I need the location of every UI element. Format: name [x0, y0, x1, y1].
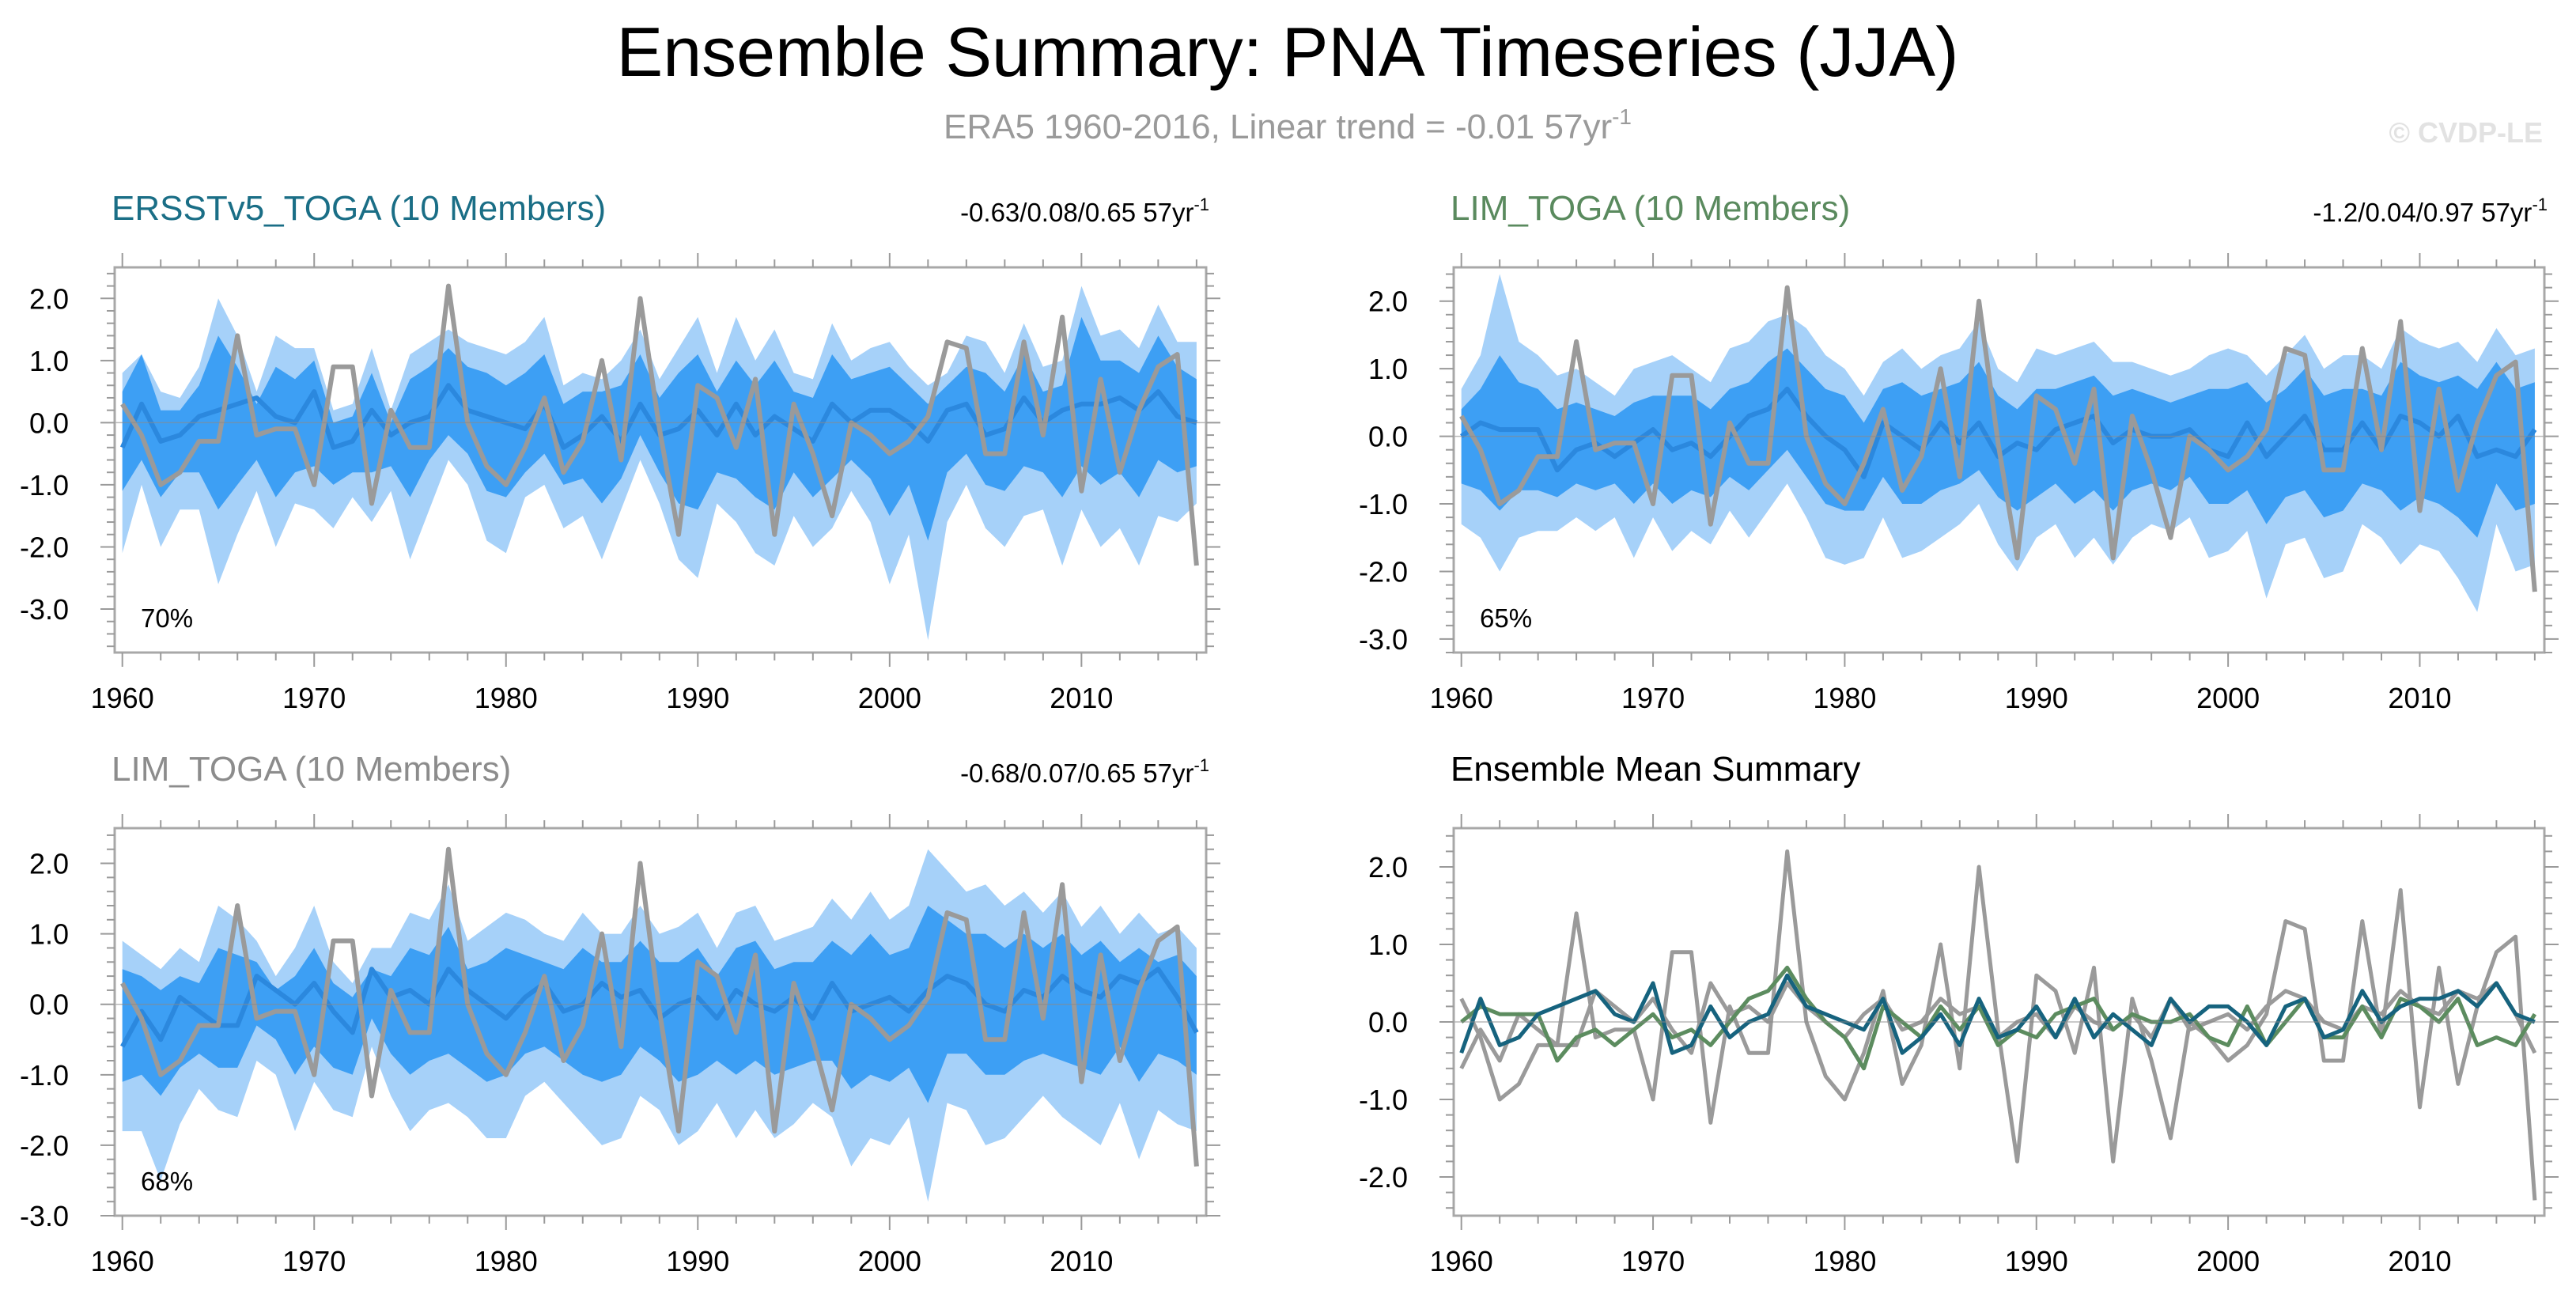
- y-tick-label: 0.0: [1368, 421, 1408, 453]
- y-tick-label: 1.0: [29, 918, 69, 951]
- x-tick-label: 1990: [666, 682, 729, 714]
- x-tick-label: 1970: [282, 1245, 346, 1277]
- y-tick-label: -3.0: [1359, 623, 1408, 656]
- y-tick-label: 2.0: [1368, 286, 1408, 318]
- y-tick-label: -2.0: [1359, 555, 1408, 588]
- figure-subtitle: ERA5 1960-2016, Linear trend = -0.01 57y…: [944, 104, 1632, 146]
- era5-line: [120, 846, 1199, 1167]
- chart-panel-3: LIM_TOGA (10 Members) -0.68/0.07/0.65 57y…: [20, 750, 1220, 1277]
- panel-stats-text: -0.63/0.08/0.65 57yr: [960, 198, 1193, 227]
- era5-line: [120, 283, 1199, 566]
- y-tick-label: 2.0: [29, 282, 69, 315]
- plot-area: [1459, 849, 2537, 1201]
- panel-stats-text: -1.2/0.04/0.97 57yr: [2313, 198, 2532, 227]
- panel-stats: -1.2/0.04/0.97 57yr-1: [2313, 195, 2548, 227]
- y-tick-label: 0.0: [1368, 1006, 1408, 1039]
- x-tick-label: 1990: [2005, 1245, 2068, 1277]
- y-tick-label: 1.0: [29, 345, 69, 377]
- era5-line: [1459, 849, 2537, 1201]
- x-tick-label: 2010: [1050, 682, 1113, 714]
- y-tick-label: -3.0: [20, 1200, 69, 1232]
- panel-stats-sup: -1: [1193, 195, 1209, 214]
- y-tick-label: 0.0: [29, 407, 69, 439]
- panel-title: ERSSTv5_TOGA (10 Members): [112, 189, 606, 228]
- y-tick-label: 0.0: [29, 989, 69, 1021]
- x-tick-label: 2010: [1050, 1245, 1113, 1277]
- plot-area: [120, 846, 1199, 1202]
- x-tick-label: 1970: [1621, 1245, 1685, 1277]
- x-tick-label: 2000: [2196, 1245, 2260, 1277]
- panel-stats: -0.68/0.07/0.65 57yr-1: [960, 755, 1209, 788]
- watermark: © CVDP-LE: [2389, 116, 2543, 149]
- chart-panel-4: Ensemble Mean Summary -2.0 -1.0 0.0 1.0 2.0 19…: [1359, 750, 2559, 1277]
- y-tick-label: -3.0: [20, 593, 69, 626]
- y-tick-label: -2.0: [20, 1129, 69, 1162]
- plot-area: [1459, 274, 2537, 612]
- x-tick-label: 2000: [858, 1245, 921, 1277]
- panel-title: LIM_TOGA (10 Members): [112, 750, 511, 789]
- percent-label: 70%: [141, 604, 193, 633]
- x-tick-label: 1960: [91, 1245, 154, 1277]
- x-tick-label: 1990: [2005, 682, 2068, 714]
- y-tick-label: 1.0: [1368, 353, 1408, 385]
- x-tick-label: 2000: [2196, 682, 2260, 714]
- x-tick-label: 1980: [475, 682, 538, 714]
- plot-frame: [1452, 266, 2546, 654]
- era5-line: [1459, 285, 2537, 592]
- panel-stats: -0.63/0.08/0.65 57yr-1: [960, 195, 1209, 227]
- panel-stats-sup: -1: [2532, 195, 2548, 214]
- y-tick-label: -1.0: [20, 1059, 69, 1092]
- y-tick-label: 2.0: [29, 848, 69, 880]
- panel-title: Ensemble Mean Summary: [1451, 750, 1860, 789]
- y-tick-label: -2.0: [1359, 1161, 1408, 1194]
- chart-panel-1: ERSSTv5_TOGA (10 Members) -0.63/0.08/0.65…: [20, 189, 1220, 714]
- y-tick-label: 2.0: [1368, 851, 1408, 884]
- x-tick-label: 1970: [282, 682, 346, 714]
- ersst-toga-mean-line: [1459, 973, 2536, 1055]
- panel-stats-text: -0.68/0.07/0.65 57yr: [960, 759, 1193, 788]
- y-tick-label: 1.0: [1368, 929, 1408, 961]
- y-tick-label: -1.0: [20, 469, 69, 501]
- percent-label: 65%: [1480, 604, 1532, 633]
- figure-title: Ensemble Summary: PNA Timeseries (JJA): [617, 13, 1959, 91]
- y-tick-label: -2.0: [20, 531, 69, 563]
- x-tick-label: 1960: [91, 682, 154, 714]
- x-tick-label: 1960: [1430, 682, 1493, 714]
- x-tick-label: 1990: [666, 1245, 729, 1277]
- y-tick-label: -1.0: [1359, 1084, 1408, 1116]
- subtitle-sup: -1: [1612, 104, 1632, 129]
- plot-frame: [113, 827, 1208, 1217]
- x-tick-label: 1970: [1621, 682, 1685, 714]
- lim-toga-green-mean-line: [1460, 965, 2537, 1071]
- x-tick-label: 1980: [475, 1245, 538, 1277]
- chart-panel-2: LIM_TOGA (10 Members) -1.2/0.04/0.97 57yr…: [1359, 189, 2559, 714]
- panel-title: LIM_TOGA (10 Members): [1451, 189, 1850, 228]
- x-tick-label: 2010: [2388, 682, 2451, 714]
- plot-area: [119, 283, 1199, 641]
- x-tick-label: 1980: [1813, 682, 1876, 714]
- y-tick-label: -1.0: [1359, 488, 1408, 520]
- panel-stats-sup: -1: [1193, 755, 1209, 775]
- x-tick-label: 2000: [858, 682, 921, 714]
- x-tick-label: 1960: [1430, 1245, 1493, 1277]
- x-tick-label: 2010: [2388, 1245, 2451, 1277]
- subtitle-text: ERA5 1960-2016, Linear trend = -0.01 57y…: [944, 108, 1612, 146]
- percent-label: 68%: [141, 1167, 193, 1196]
- x-tick-label: 1980: [1813, 1245, 1876, 1277]
